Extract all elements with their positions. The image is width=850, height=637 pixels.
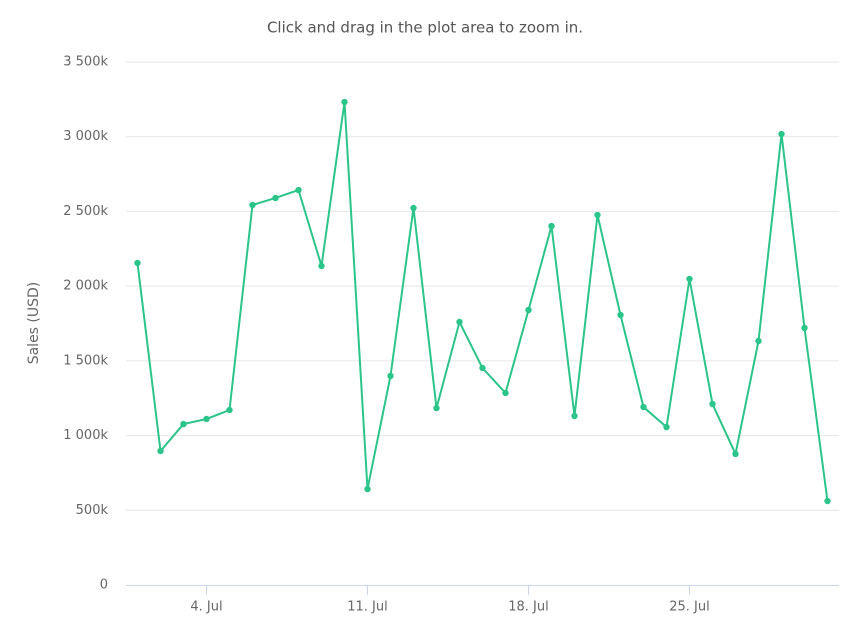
x-tick-label: 18. Jul [508, 600, 549, 615]
point [203, 415, 210, 423]
y-tick-label: 3 000k [63, 129, 108, 144]
point [410, 204, 417, 212]
point [479, 364, 486, 372]
point [663, 423, 670, 431]
chart-title: Click and drag in the plot area to zoom … [267, 19, 583, 37]
point [295, 186, 302, 194]
y-tick-label: 1 500k [63, 353, 108, 368]
point [686, 275, 693, 283]
point [157, 447, 164, 455]
point [134, 259, 141, 267]
point [617, 311, 624, 319]
point [732, 450, 739, 458]
point [709, 400, 716, 408]
point [778, 130, 785, 138]
point [571, 412, 578, 420]
point [824, 497, 831, 505]
point [525, 306, 532, 314]
point [226, 406, 233, 414]
point [318, 262, 325, 270]
y-tick-label: 1 000k [63, 428, 108, 443]
point [801, 324, 808, 332]
point [640, 403, 647, 411]
y-tick-label: 2 000k [63, 279, 108, 294]
y-tick-label: 3 500k [63, 55, 108, 70]
line [136, 101, 829, 502]
point [364, 485, 371, 493]
point [502, 389, 509, 397]
point [755, 337, 762, 345]
point [272, 194, 279, 202]
y-tick-label: 500k [76, 503, 109, 518]
point [433, 404, 440, 412]
point [594, 211, 601, 219]
point [456, 318, 463, 326]
y-tick-label: 0 [100, 578, 108, 593]
y-tick-label: 2 500k [63, 204, 108, 219]
point [387, 372, 394, 380]
x-tick-label: 25. Jul [669, 600, 710, 615]
point [341, 98, 348, 106]
point [180, 420, 187, 428]
point [249, 201, 256, 209]
y-axis-title: Sales (USD) [26, 282, 42, 365]
x-tick-label: 4. Jul [190, 600, 222, 615]
point [548, 222, 555, 230]
x-tick-label: 11. Jul [347, 600, 388, 615]
